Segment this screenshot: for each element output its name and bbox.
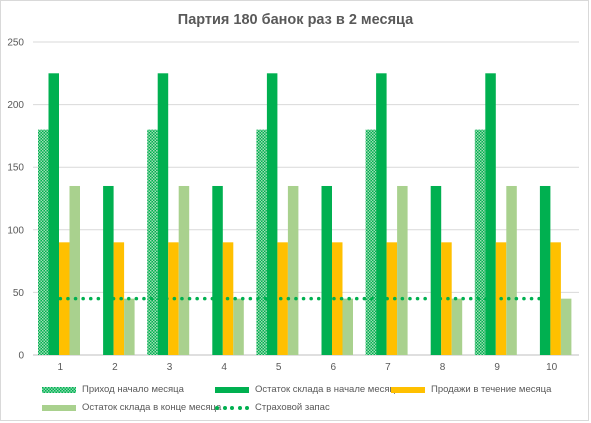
bar — [103, 185, 114, 355]
bar — [376, 73, 387, 356]
x-tick-label: 6 — [331, 362, 337, 373]
y-tick-label: 0 — [18, 351, 24, 362]
bar — [256, 129, 267, 355]
legend: Приход начало месяца Остаток склада в нач… — [0, 380, 589, 420]
x-tick-label: 3 — [167, 362, 173, 373]
x-tick-label: 5 — [276, 362, 282, 373]
y-tick-label: 200 — [7, 100, 24, 111]
y-tick-label: 100 — [7, 225, 24, 236]
bar — [430, 185, 442, 355]
bar — [147, 129, 158, 355]
legend-item: Остаток склада в конце месяца — [42, 402, 221, 413]
chart-title: Партия 180 банок раз в 2 месяца — [177, 12, 414, 28]
bar — [485, 73, 496, 356]
legend-swatch — [391, 386, 425, 393]
bar — [321, 185, 332, 355]
x-tick-label: 2 — [112, 362, 118, 373]
bar — [266, 73, 278, 356]
legend-label: Остаток склада в конце месяца — [82, 402, 222, 413]
legend-item: Страховой запас — [215, 402, 330, 413]
bar — [233, 298, 244, 355]
bar — [365, 129, 377, 355]
bar — [59, 242, 70, 355]
bar — [506, 185, 517, 355]
bar — [539, 185, 551, 355]
bar — [38, 129, 49, 355]
legend-swatch — [215, 386, 249, 393]
bar — [332, 242, 343, 355]
bar — [386, 242, 398, 355]
x-tick-label: 7 — [385, 362, 391, 373]
x-tick-label: 10 — [546, 362, 558, 373]
legend-label: Приход начало месяца — [82, 384, 184, 395]
legend-item: Приход начало месяца — [42, 384, 184, 395]
bar — [113, 242, 125, 355]
bar — [157, 73, 169, 356]
legend-label: Продажи в течение месяца — [431, 384, 552, 395]
bar — [342, 298, 353, 355]
bar — [48, 73, 59, 356]
bar — [69, 185, 80, 355]
bar — [451, 298, 463, 355]
bar — [474, 129, 486, 355]
y-tick-label: 150 — [7, 163, 24, 174]
legend-swatch — [42, 386, 76, 393]
legend-item: Остаток склада в начале месяца — [215, 384, 400, 395]
bar — [397, 185, 408, 355]
x-tick-label: 8 — [440, 362, 446, 373]
bar — [124, 298, 135, 355]
x-tick-label: 9 — [494, 362, 500, 373]
y-tick-label: 250 — [7, 38, 24, 49]
x-tick-label: 1 — [58, 362, 64, 373]
bar — [277, 242, 288, 355]
legend-swatch — [215, 405, 249, 411]
bar — [212, 185, 223, 355]
bar — [550, 242, 561, 355]
bar — [560, 298, 572, 355]
legend-label: Остаток склада в начале месяца — [255, 384, 401, 395]
legend-label: Страховой запас — [255, 402, 330, 413]
y-tick-label: 50 — [13, 288, 25, 299]
bar — [287, 185, 299, 355]
legend-swatch — [42, 404, 76, 411]
bar — [178, 185, 190, 355]
x-tick-label: 4 — [221, 362, 227, 373]
legend-item: Продажи в течение месяца — [391, 384, 551, 395]
